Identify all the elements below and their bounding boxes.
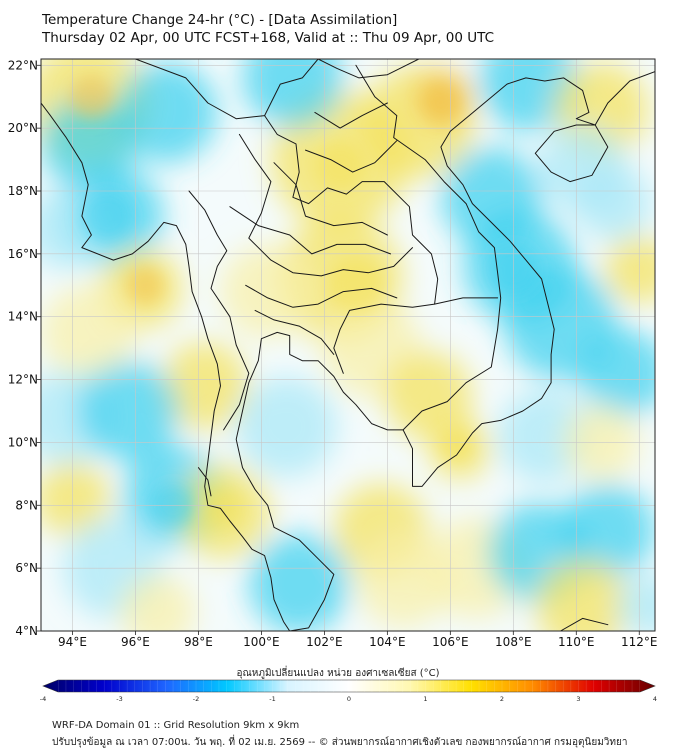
field-anomaly <box>78 360 180 462</box>
boundary-line <box>135 59 319 120</box>
colorbar-tick-label: 3 <box>576 695 580 703</box>
field-anomaly <box>41 461 111 537</box>
coastline-and-borders <box>41 59 655 631</box>
longitude-label: 106°E <box>432 635 469 649</box>
field-anomaly <box>160 341 249 430</box>
field-anomaly <box>576 165 652 242</box>
footer-model-info: WRF-DA Domain 01 :: Grid Resolution 9km … <box>52 720 300 731</box>
field-anomaly <box>41 285 136 380</box>
field-anomaly <box>220 244 315 339</box>
colorbar-tick-label: -1 <box>269 695 275 703</box>
longitude-label: 110°E <box>558 635 595 649</box>
colorbar-tick-label: -4 <box>40 695 46 703</box>
field-anomaly <box>560 483 655 578</box>
latitude-axis: 22°N 20°N 18°N 16°N 14°N 12°N 10°N 8°N 6°N 4°N <box>8 58 41 638</box>
boundary-line <box>314 102 388 129</box>
boundary-line <box>254 309 335 355</box>
map-panel <box>41 59 655 631</box>
latitude-label: 6°N <box>15 561 38 575</box>
field-anomaly <box>248 533 350 631</box>
field-anomaly <box>236 376 337 477</box>
longitude-label: 98°E <box>184 635 213 649</box>
colorbar-tick-label: 1 <box>423 695 427 703</box>
boundary-line <box>317 59 420 79</box>
latitude-label: 22°N <box>8 58 38 72</box>
field-anomaly <box>535 558 630 631</box>
chart-title: Temperature Change 24-hr (°C) - [Data As… <box>42 12 398 28</box>
colorbar-tick-label: -2 <box>193 695 199 703</box>
field-anomaly <box>579 329 655 418</box>
latitude-label: 16°N <box>8 247 38 261</box>
field-anomaly <box>440 429 473 462</box>
field-anomaly <box>421 84 460 122</box>
colorbar: -4 -3 -2 -1 0 1 2 3 4 <box>40 679 657 703</box>
boundary-line <box>245 284 398 308</box>
field-anomaly <box>119 574 196 631</box>
latitude-label: 12°N <box>8 373 38 387</box>
footer-credits: ปรับปรุงข้อมูล ณ เวลา 07:00น. วัน พฤ. ที… <box>52 737 628 748</box>
colorbar-scale <box>42 679 656 693</box>
field-anomaly <box>617 574 655 631</box>
field-anomaly <box>604 235 655 305</box>
boundary-line <box>41 102 92 249</box>
longitude-label: 96°E <box>121 635 150 649</box>
colorbar-tick-label: 0 <box>347 695 351 703</box>
colorbar-label: อุณหภูมิเปลี่ยนแปลง หน่วย องศาเซลเซียส (… <box>236 668 440 679</box>
boundary-line <box>560 617 609 631</box>
boundary-line <box>534 124 609 183</box>
boundary-line <box>305 140 398 173</box>
boundary-line <box>238 133 413 277</box>
field-anomaly <box>204 489 243 528</box>
longitude-label: 112°E <box>621 635 658 649</box>
colorbar-tick-label: 2 <box>500 695 504 703</box>
latitude-label: 8°N <box>15 498 38 512</box>
boundary-line <box>273 162 388 236</box>
field-anomaly <box>116 62 218 163</box>
field-anomaly <box>242 59 344 129</box>
latitude-label: 20°N <box>8 121 38 135</box>
field-anomaly <box>478 59 580 132</box>
chart-subtitle: Thursday 02 Apr, 00 UTC FCST+168, Valid … <box>42 30 495 46</box>
longitude-label: 100°E <box>243 635 280 649</box>
boundary-line <box>264 115 439 374</box>
boundary-line <box>81 221 291 631</box>
boundary-line <box>355 64 502 431</box>
graticule <box>41 59 655 631</box>
field-anomaly <box>81 191 133 242</box>
boundary-line <box>235 71 655 631</box>
longitude-label: 94°E <box>58 635 87 649</box>
field-anomaly <box>314 140 366 191</box>
field-anomaly <box>69 74 114 119</box>
temperature-field-detail <box>69 74 539 528</box>
boundary-line <box>434 297 499 305</box>
longitude-label: 102°E <box>306 635 343 649</box>
colorbar-tick-label: 4 <box>653 695 657 703</box>
colorbar-tick-label: -3 <box>116 695 122 703</box>
latitude-label: 14°N <box>8 310 38 324</box>
latitude-label: 4°N <box>15 624 38 638</box>
boundary-line <box>41 335 42 339</box>
field-anomaly <box>327 257 385 314</box>
temperature-field <box>41 59 655 631</box>
latitude-label: 18°N <box>8 184 38 198</box>
boundary-line <box>188 190 250 431</box>
field-anomaly <box>126 266 164 305</box>
map-frame <box>40 58 656 632</box>
latitude-label: 10°N <box>8 435 38 449</box>
longitude-axis: 94°E 96°E 98°E 100°E 102°E 104°E 106°E 108°E 110… <box>58 631 658 649</box>
boundary-line <box>197 467 212 497</box>
colorbar-ticks: -4 -3 -2 -1 0 1 2 3 4 <box>40 680 657 703</box>
longitude-label: 104°E <box>369 635 406 649</box>
boundary-line <box>229 206 391 255</box>
longitude-label: 108°E <box>495 635 532 649</box>
